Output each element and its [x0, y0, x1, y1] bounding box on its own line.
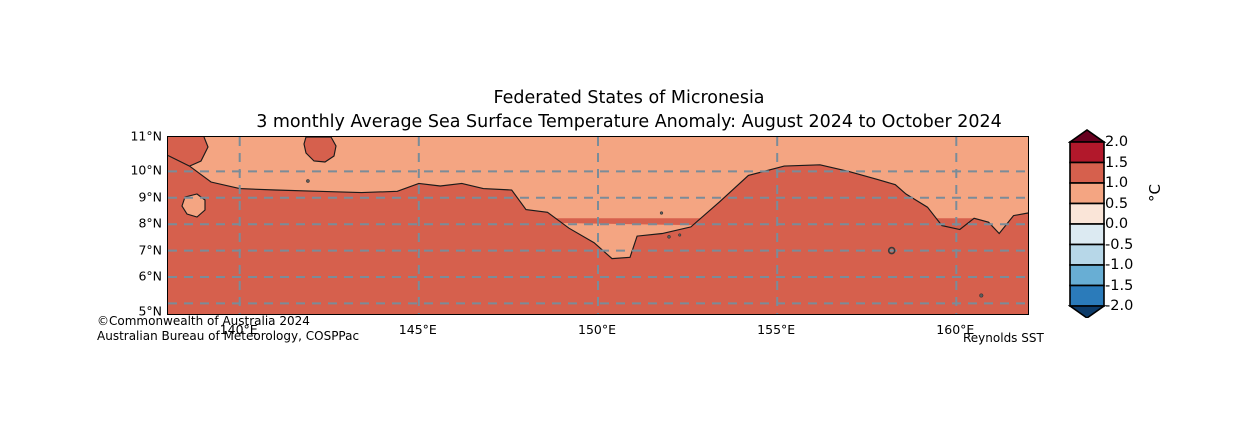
colorbar-tick-neg1p5: -1.5 [1105, 277, 1134, 294]
region-anomaly-1p0-1p5-fill [168, 155, 1028, 314]
contour-line-main [168, 154, 1028, 260]
colorbar-unit-label: °C [1146, 184, 1164, 202]
colorbar-tick-1p5: 1.5 [1105, 154, 1129, 171]
chart-title-block: Federated States of Micronesia 3 monthly… [0, 86, 1258, 134]
xtick-150E: 150°E [577, 322, 617, 337]
contour-line-cool-pocket [181, 193, 206, 218]
colorbar-tick-0p5: 0.5 [1105, 195, 1129, 212]
colorbar-band-neg1p0-neg0p5 [1069, 243, 1105, 266]
colorbar-tick-labels: 2.0 1.5 1.0 0.5 0.0 -0.5 -1.0 -1.5 -2.0 [1105, 128, 1149, 318]
colorbar-extend-max [1067, 129, 1107, 143]
colorbar-swatches [1067, 129, 1107, 319]
ytick-7N: 7°N [138, 242, 162, 258]
colorbar-band-0p5-1p0 [1069, 182, 1105, 205]
colorbar-tick-neg2p0: -2.0 [1105, 298, 1134, 314]
ytick-8N: 8°N [138, 215, 162, 231]
region-warm-tongue-west [168, 137, 208, 167]
ytick-11N: 11°N [130, 128, 162, 144]
colorbar-band-neg2p0-neg1p5 [1069, 284, 1105, 307]
data-source-label: Reynolds SST [963, 331, 1044, 345]
page-title: Federated States of Micronesia [493, 88, 765, 108]
colorbar-tick-1p0: 1.0 [1105, 175, 1129, 191]
ytick-6N: 6°N [138, 268, 162, 284]
colorbar-tick-0p0: 0.0 [1105, 216, 1129, 232]
ytick-9N: 9°N [138, 189, 162, 205]
latitude-axis: 11°N 10°N 9°N 8°N 7°N 6°N 5°N [106, 0, 162, 447]
copyright-line-2: Australian Bureau of Meteorology, COSPPa… [97, 328, 360, 343]
colorbar-tick-neg1p0: -1.0 [1105, 257, 1134, 273]
colorbar-tick-neg0p5: -0.5 [1105, 236, 1134, 253]
colorbar-band-1p5-2p0 [1069, 141, 1105, 164]
copyright-attribution: ©Commonwealth of Australia 2024 Australi… [97, 314, 359, 343]
map-plot-area [167, 136, 1029, 315]
map-gridlines [168, 137, 1028, 314]
copyright-line-1: ©Commonwealth of Australia 2024 [97, 314, 310, 328]
colorbar-band-neg1p5-neg1p0 [1069, 264, 1105, 287]
colorbar-band-neg0p5-0p0 [1069, 223, 1105, 246]
contour-line-warm-lobe [303, 137, 337, 163]
colorbar-extend-min [1067, 305, 1107, 319]
colorbar [1067, 128, 1108, 319]
xtick-155E: 155°E [757, 322, 796, 337]
colorbar-band-0p0-0p5 [1069, 202, 1105, 225]
island-markers [306, 179, 984, 298]
colorbar-tick-2p0: 2.0 [1105, 134, 1129, 150]
contour-line-west-tongue [189, 137, 209, 167]
feature-cool-pocket [182, 194, 205, 217]
colorbar-band-1p0-1p5 [1069, 161, 1105, 184]
ytick-10N: 10°N [130, 162, 162, 178]
feature-warm-lobe [304, 137, 336, 162]
anomaly-contour-map [168, 137, 1028, 314]
xtick-145E: 145°E [398, 322, 437, 337]
